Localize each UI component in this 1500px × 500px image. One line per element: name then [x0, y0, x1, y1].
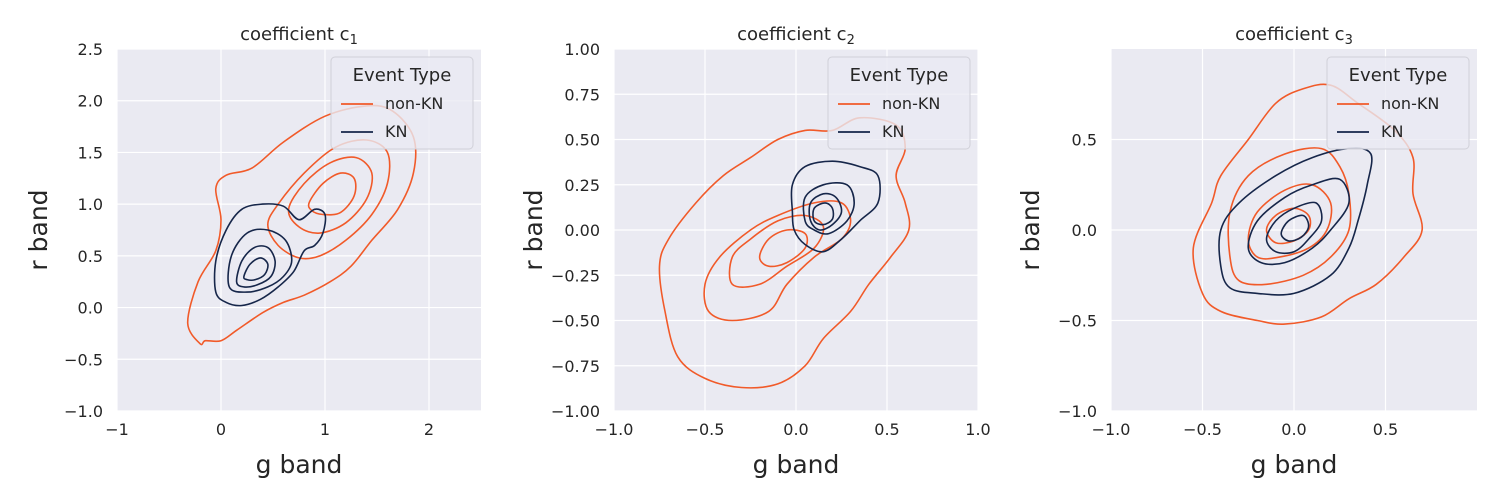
contour-kn-level-3 — [808, 192, 843, 231]
y-tick-label: 2.0 — [78, 92, 103, 111]
contour-kn-level-1 — [790, 160, 881, 253]
contour-layer — [658, 116, 911, 389]
legend: Event Type non-KN KN — [330, 56, 474, 150]
y-tick-label: 0.25 — [564, 176, 600, 195]
contour-kn-level-1 — [1218, 147, 1373, 296]
y-tick-label: 2.5 — [78, 40, 103, 59]
x-tick-label: 0.5 — [1373, 420, 1398, 439]
legend-entry-kn: KN — [882, 122, 904, 141]
legend-box — [330, 56, 474, 150]
x-tick-label: 0 — [216, 420, 226, 439]
x-tick-label: −1.0 — [595, 420, 634, 439]
legend-title: Event Type — [850, 65, 949, 86]
contour-kn-level-3 — [235, 245, 276, 288]
x-tick-label: −0.5 — [1183, 420, 1222, 439]
y-axis-label: r band — [24, 189, 53, 270]
legend: Event Type non-KN KN — [827, 56, 971, 150]
x-axis-label: g band — [1251, 450, 1338, 479]
y-tick-label: 0.75 — [564, 85, 600, 104]
y-tick-label: 0.0 — [1072, 221, 1097, 240]
y-tick-label: −1.00 — [551, 402, 600, 421]
y-tick-label: −1.0 — [64, 402, 103, 421]
panel-title: coefficient c2 — [737, 24, 855, 48]
contour-kn-level-4 — [1280, 214, 1310, 242]
panel-title: coefficient c3 — [1235, 24, 1353, 48]
y-tick-label: 1.5 — [78, 143, 103, 162]
y-tick-label: 1.0 — [78, 195, 103, 214]
x-axis-label: g band — [256, 450, 343, 479]
x-tick-label: −1 — [105, 420, 129, 439]
y-tick-label: −1.0 — [1058, 402, 1097, 421]
contour-kn-level-3 — [1265, 201, 1323, 255]
y-tick-label: 0.0 — [78, 299, 103, 318]
y-tick-label: −0.5 — [64, 350, 103, 369]
x-tick-label: −0.5 — [686, 420, 725, 439]
contour-non-kn-level-3 — [1247, 183, 1333, 260]
contour-kn-level-4 — [812, 202, 835, 226]
y-axis-label: r band — [1016, 189, 1045, 270]
contour-non-kn-level-1 — [1192, 83, 1424, 326]
panel-3: −1.0 −0.5 0.0 0.5 −1.0 −0.5 0.0 0.5 g band r band… — [1016, 24, 1477, 479]
x-tick-label: 0.0 — [1281, 420, 1306, 439]
y-axis-label: r band — [519, 189, 548, 270]
x-tick-label: 1.0 — [965, 420, 990, 439]
y-tick-label: 0.5 — [78, 247, 103, 266]
y-tick-label: 0.50 — [564, 131, 600, 150]
x-tick-label: 1 — [320, 420, 330, 439]
legend: Event Type non-KN KN — [1326, 56, 1470, 150]
contour-non-kn-level-4 — [1265, 207, 1312, 245]
contour-kn-level-2 — [227, 228, 293, 293]
y-tick-label: −0.5 — [1058, 312, 1097, 331]
legend-title: Event Type — [353, 65, 452, 86]
contour-non-kn-level-3 — [728, 214, 825, 288]
contour-layer — [1192, 83, 1424, 326]
contour-kn-level-2 — [802, 182, 855, 235]
x-axis-label: g band — [753, 450, 840, 479]
x-tick-label: −1.0 — [1092, 420, 1131, 439]
x-tick-label: 0.0 — [783, 420, 808, 439]
legend-box — [827, 56, 971, 150]
y-tick-label: −0.50 — [551, 312, 600, 331]
legend-entry-kn: KN — [1381, 122, 1403, 141]
legend-box — [1326, 56, 1470, 150]
x-tick-label: 0.5 — [874, 420, 899, 439]
contour-kn-level-2 — [1247, 177, 1350, 266]
x-tick-label: 2 — [424, 420, 434, 439]
contour-non-kn-level-4 — [307, 172, 357, 216]
panel-2: −1.0 −0.5 0.0 0.5 1.0 −1.00 −0.75 −0.50 −0.25 0.0… — [519, 24, 991, 479]
legend-title: Event Type — [1349, 65, 1448, 86]
y-tick-label: 1.00 — [564, 40, 600, 59]
panel-title: coefficient c1 — [240, 24, 358, 48]
contour-non-kn-level-2 — [703, 200, 852, 322]
panel-1: −1 0 1 2 −1.0 −0.5 0.0 0.5 1.0 1.5 2.0 2.5 g band r b… — [24, 24, 481, 479]
legend-entry-non-kn: non-KN — [385, 94, 443, 113]
legend-entry-non-kn: non-KN — [1381, 94, 1439, 113]
contour-non-kn-level-3 — [287, 156, 374, 234]
contour-kn-level-4 — [243, 257, 269, 281]
y-tick-label: −0.25 — [551, 266, 600, 285]
y-tick-label: −0.75 — [551, 357, 600, 376]
y-tick-label: 0.00 — [564, 221, 600, 240]
contour-non-kn-level-1 — [658, 116, 911, 389]
contour-kn-level-1 — [213, 203, 327, 307]
y-tick-label: 0.5 — [1072, 131, 1097, 150]
contour-non-kn-level-4 — [758, 228, 809, 268]
contour-non-kn-level-2 — [267, 139, 391, 260]
legend-entry-non-kn: non-KN — [882, 94, 940, 113]
legend-entry-kn: KN — [385, 122, 407, 141]
